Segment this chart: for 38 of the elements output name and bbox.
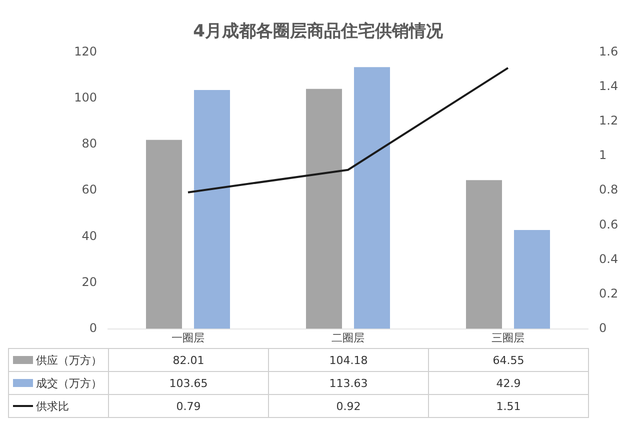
- x-tick-label: 二圈层: [332, 331, 364, 344]
- y-tick-label: 40: [82, 228, 97, 243]
- y2-tick-label: 0.8: [599, 182, 618, 197]
- data-label: 0.92: [268, 394, 428, 418]
- data-label: 113.63: [268, 372, 428, 394]
- data-label: 103.65: [108, 372, 268, 394]
- legend-label: 供求比: [36, 400, 69, 412]
- y-tick-label: 60: [82, 182, 97, 197]
- y2-tick-label: 0.6: [599, 217, 618, 232]
- y2-tick-label: 0.4: [599, 252, 618, 266]
- y2-tick-label: 1: [599, 148, 607, 162]
- y2-tick-label: 1.4: [599, 79, 618, 94]
- y-tick-label: 0: [89, 320, 97, 335]
- y2-tick-label: 0.2: [599, 286, 618, 300]
- data-label: 1.51: [428, 394, 588, 418]
- bar: [306, 88, 342, 329]
- y2-tick-label: 1.2: [599, 114, 618, 128]
- x-tick-label: 三圈层: [492, 331, 524, 344]
- bar: [354, 67, 390, 329]
- data-label: 104.18: [268, 348, 428, 372]
- bar: [194, 90, 230, 329]
- x-tick-label: 一圈层: [172, 331, 204, 344]
- data-label: 64.55: [428, 348, 588, 372]
- chart-title: 4月成都各圈层商品住宅供销情况: [193, 22, 444, 42]
- data-label: 82.01: [108, 348, 268, 372]
- legend-label: 成交（万方）: [36, 376, 102, 390]
- bar: [514, 230, 550, 329]
- legend-label: 供应（万方）: [36, 354, 102, 366]
- y2-tick-label: 1.6: [599, 44, 618, 59]
- data-label: 42.9: [428, 372, 588, 394]
- y-tick-label: 20: [82, 274, 97, 289]
- y-tick-label: 80: [82, 136, 97, 151]
- bar: [146, 140, 182, 329]
- data-label: 0.79: [108, 394, 268, 418]
- bar: [466, 180, 502, 329]
- y-tick-label: 120: [74, 44, 97, 59]
- y-tick-label: 100: [74, 90, 97, 105]
- y2-tick-label: 0: [599, 320, 607, 335]
